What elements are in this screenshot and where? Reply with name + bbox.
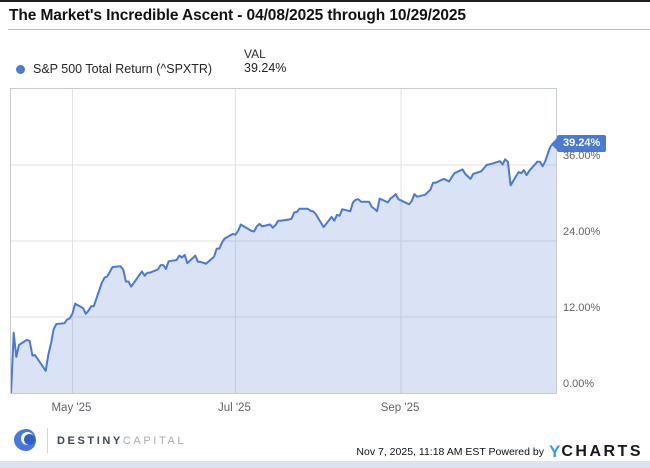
- x-axis-label: May '25: [51, 402, 92, 414]
- top-border: [0, 0, 650, 2]
- last-value-tag: 39.24%: [557, 135, 607, 152]
- chart-title: The Market's Incredible Ascent - 04/08/2…: [9, 7, 466, 24]
- brand-name-light: CAPITAL: [122, 435, 187, 447]
- chart-plot-area[interactable]: [10, 88, 557, 394]
- chart-svg: [11, 89, 556, 393]
- legend-row[interactable]: S&P 500 Total Return (^SPXTR): [16, 61, 212, 77]
- destiny-capital-logo-icon: [14, 429, 36, 451]
- attribution: Nov 7, 2025, 11:18 AM EST Powered by Y CH…: [356, 442, 643, 461]
- brand-name-bold: DESTINY: [57, 435, 123, 447]
- x-axis-label: Jul '25: [217, 402, 251, 414]
- series-dot-icon: [16, 64, 25, 74]
- footer: DESTINYCAPITAL Nov 7, 2025, 11:18 AM EST…: [0, 424, 650, 461]
- bottom-strip: [0, 461, 650, 468]
- ycharts-logo-y: Y: [548, 442, 562, 461]
- y-axis-label: 24.00%: [563, 226, 601, 238]
- gridlines: [11, 89, 556, 393]
- y-axis-label: 0.00%: [563, 378, 595, 390]
- attribution-text: Nov 7, 2025, 11:18 AM EST Powered by: [356, 446, 544, 458]
- x-axis-label: Sep '25: [380, 402, 420, 414]
- series-area: [11, 144, 556, 393]
- y-axis-label: 36.00%: [563, 150, 601, 162]
- ycharts-logo-text: CHARTS: [561, 443, 643, 460]
- footer-divider: [47, 428, 48, 453]
- series-current-value: 39.24%: [244, 61, 287, 75]
- y-axis-label: 12.00%: [563, 302, 601, 314]
- legend-val-header: VAL: [244, 47, 266, 61]
- brand-name: DESTINYCAPITAL: [57, 435, 186, 447]
- series-line: [11, 143, 556, 393]
- series-label: S&P 500 Total Return (^SPXTR): [33, 62, 213, 76]
- title-divider: [8, 29, 650, 30]
